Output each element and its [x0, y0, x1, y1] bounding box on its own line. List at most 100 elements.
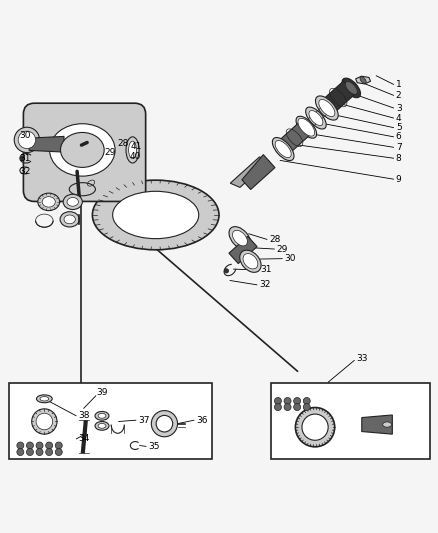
Ellipse shape [46, 442, 53, 449]
Ellipse shape [296, 116, 317, 138]
Ellipse shape [32, 409, 57, 434]
Ellipse shape [360, 77, 366, 83]
Text: 3: 3 [396, 103, 402, 112]
Ellipse shape [284, 403, 291, 410]
Ellipse shape [240, 250, 261, 272]
Text: 9: 9 [396, 175, 402, 184]
Text: 8: 8 [396, 154, 402, 163]
FancyBboxPatch shape [23, 103, 146, 201]
Ellipse shape [129, 141, 137, 159]
Ellipse shape [309, 110, 323, 126]
Text: 34: 34 [78, 434, 90, 443]
Ellipse shape [156, 415, 173, 432]
Ellipse shape [275, 398, 282, 405]
Ellipse shape [36, 395, 52, 403]
Text: 28: 28 [118, 139, 129, 148]
Polygon shape [242, 155, 275, 190]
Ellipse shape [319, 100, 335, 117]
Ellipse shape [284, 398, 291, 405]
Ellipse shape [36, 449, 43, 456]
Ellipse shape [40, 397, 49, 401]
Ellipse shape [55, 449, 62, 456]
Ellipse shape [306, 107, 326, 129]
Text: 31: 31 [261, 265, 272, 274]
Ellipse shape [46, 449, 53, 456]
Ellipse shape [229, 227, 251, 249]
Ellipse shape [295, 408, 335, 447]
Text: 2: 2 [396, 91, 402, 100]
Ellipse shape [342, 78, 360, 98]
Ellipse shape [243, 254, 258, 269]
Ellipse shape [345, 82, 357, 94]
Text: 5: 5 [396, 123, 402, 132]
Polygon shape [279, 122, 311, 154]
Ellipse shape [151, 410, 177, 437]
Text: 39: 39 [96, 387, 107, 397]
Ellipse shape [275, 141, 291, 158]
Text: 30: 30 [19, 131, 31, 140]
Polygon shape [321, 81, 355, 114]
Text: 1: 1 [396, 80, 402, 89]
Ellipse shape [69, 183, 95, 196]
Ellipse shape [113, 191, 199, 239]
Ellipse shape [233, 230, 247, 246]
Text: 32: 32 [19, 167, 30, 176]
Ellipse shape [224, 269, 229, 273]
Ellipse shape [14, 127, 39, 152]
Text: 32: 32 [259, 280, 271, 289]
Ellipse shape [303, 403, 310, 410]
Text: 29: 29 [277, 245, 288, 254]
Polygon shape [29, 136, 64, 152]
Ellipse shape [298, 118, 314, 136]
Ellipse shape [98, 423, 106, 428]
Ellipse shape [17, 442, 24, 449]
Ellipse shape [126, 137, 139, 163]
Text: 33: 33 [357, 354, 368, 362]
Text: 38: 38 [78, 411, 90, 421]
Ellipse shape [275, 403, 282, 410]
Ellipse shape [383, 422, 392, 427]
Text: 36: 36 [196, 416, 208, 425]
Ellipse shape [293, 398, 300, 405]
Polygon shape [229, 236, 257, 264]
Text: 37: 37 [138, 416, 150, 425]
Ellipse shape [55, 442, 62, 449]
Ellipse shape [95, 411, 109, 420]
Ellipse shape [60, 133, 104, 167]
Ellipse shape [26, 442, 33, 449]
Ellipse shape [302, 414, 328, 440]
Ellipse shape [60, 212, 79, 227]
Ellipse shape [95, 422, 109, 430]
Ellipse shape [49, 124, 115, 176]
Text: 30: 30 [285, 254, 296, 263]
Ellipse shape [64, 215, 75, 224]
Ellipse shape [38, 193, 60, 211]
Ellipse shape [17, 449, 24, 456]
Ellipse shape [293, 403, 300, 410]
Ellipse shape [20, 156, 25, 160]
Ellipse shape [98, 414, 106, 418]
Text: 40: 40 [130, 152, 141, 161]
Text: 28: 28 [269, 235, 281, 244]
Ellipse shape [303, 398, 310, 405]
Bar [9, 383, 212, 459]
Text: 29: 29 [105, 148, 116, 157]
Ellipse shape [36, 413, 53, 430]
Text: 41: 41 [131, 142, 142, 151]
Text: 6: 6 [396, 132, 402, 141]
Text: 4: 4 [396, 114, 402, 123]
Bar [271, 383, 430, 459]
Text: 31: 31 [19, 154, 31, 163]
Ellipse shape [63, 194, 82, 209]
Ellipse shape [36, 442, 43, 449]
Ellipse shape [67, 198, 78, 206]
Ellipse shape [18, 131, 35, 149]
Polygon shape [230, 157, 269, 188]
Text: 35: 35 [148, 442, 160, 451]
Ellipse shape [42, 197, 55, 207]
Ellipse shape [315, 96, 338, 120]
Polygon shape [362, 415, 392, 434]
Polygon shape [356, 76, 371, 84]
Ellipse shape [92, 180, 219, 250]
Ellipse shape [26, 449, 33, 456]
